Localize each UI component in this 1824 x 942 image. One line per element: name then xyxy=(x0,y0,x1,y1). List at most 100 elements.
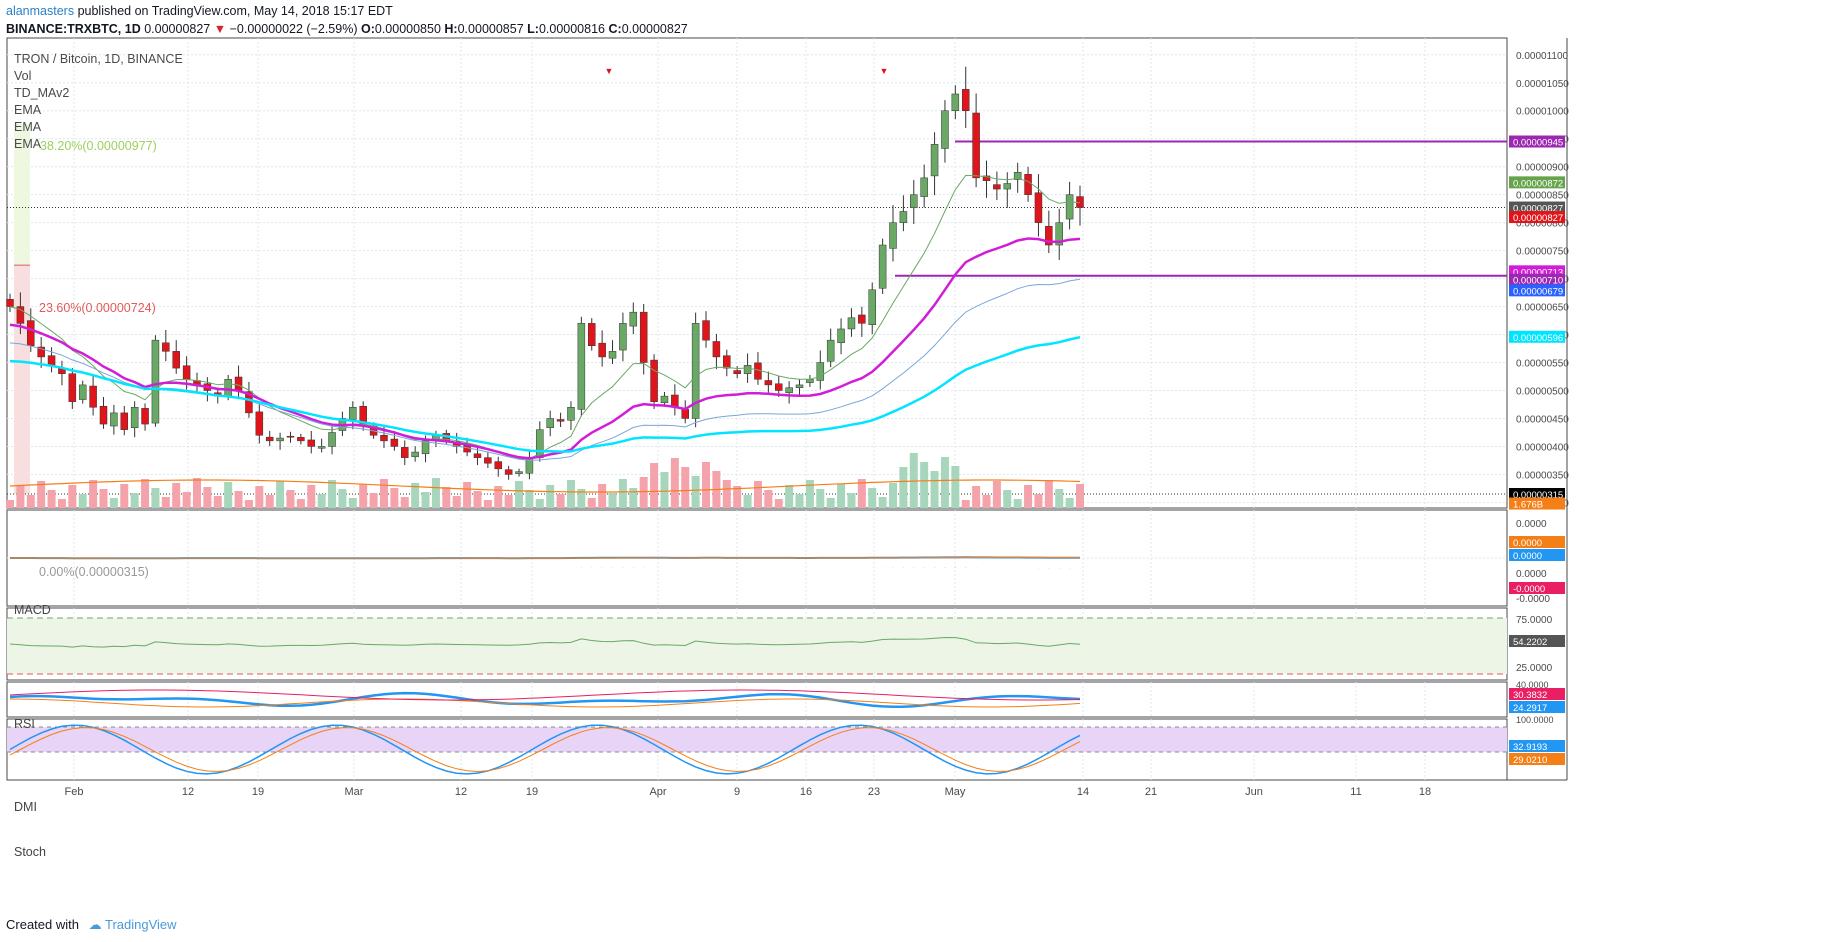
legend-ema-1[interactable]: EMA xyxy=(14,103,42,117)
candle-body xyxy=(504,469,513,475)
volume-bar xyxy=(577,489,586,508)
candle-body xyxy=(78,384,87,400)
macd-axis-label: 0.0000 xyxy=(1516,519,1547,530)
volume-bar xyxy=(47,490,56,508)
candle-body xyxy=(307,439,316,447)
macd-signal-line xyxy=(10,556,1081,559)
candle-body xyxy=(1076,196,1084,208)
candle-body xyxy=(99,405,108,425)
volume-bar xyxy=(1034,494,1043,508)
price-tag-7: 0.00000596 xyxy=(1513,333,1563,344)
candle-body xyxy=(182,365,191,380)
candle-body xyxy=(68,373,77,402)
volume-bar xyxy=(920,462,929,508)
volume-bar xyxy=(764,490,773,508)
candle-body xyxy=(421,440,430,455)
volume-bar xyxy=(317,494,326,508)
legend-ema-2[interactable]: EMA xyxy=(14,120,42,134)
fib-382-band xyxy=(14,123,30,266)
volume-bar xyxy=(618,479,627,508)
time-label: Mar xyxy=(345,786,364,798)
volume-bar xyxy=(37,481,46,508)
macd-tag-bg xyxy=(1509,582,1565,594)
dmi-axis-label: 40.0000 xyxy=(1516,680,1549,690)
price-tag-bg xyxy=(1509,488,1565,501)
tradingview-logo[interactable]: ☁ TradingView xyxy=(88,917,177,932)
low-label: L: xyxy=(527,22,539,36)
open-value: 0.00000850 xyxy=(374,22,441,36)
legend-vol[interactable]: Vol xyxy=(14,69,32,83)
candle-body xyxy=(151,339,160,424)
price-tag-0: 0.00000945 xyxy=(1513,138,1563,149)
candle-body xyxy=(1034,192,1043,223)
volume-bar xyxy=(899,467,908,508)
candle-body xyxy=(6,299,14,307)
stoch-pane-title: Stoch xyxy=(14,845,46,859)
price-tag-bg xyxy=(1509,211,1565,224)
volume-bar xyxy=(379,479,388,508)
volume-bar xyxy=(515,481,524,508)
ema-long-line xyxy=(9,335,1081,453)
volume-bar xyxy=(328,480,337,508)
chart-legend: TRON / Bitcoin, 1D, BINANCE Vol TD_MAv2 … xyxy=(14,51,183,153)
candle-body xyxy=(774,383,783,391)
publish-line: alanmasters published on TradingView.com… xyxy=(6,4,393,19)
volume-bar xyxy=(203,487,212,508)
author-link[interactable]: alanmasters xyxy=(6,4,75,18)
candle-body xyxy=(390,438,399,447)
rsi-tag: 54.2202 xyxy=(1513,637,1547,648)
dmi-tag-bg xyxy=(1509,701,1565,713)
candle-body xyxy=(1003,183,1012,190)
volume-bar xyxy=(172,483,181,508)
volume-bar xyxy=(774,499,783,508)
legend-tdmav2[interactable]: TD_MAv2 xyxy=(14,86,70,100)
candle-body xyxy=(276,437,284,442)
volume-bar xyxy=(244,500,253,508)
volume-bar xyxy=(556,494,565,508)
volume-bar xyxy=(598,484,607,508)
volume-bar xyxy=(348,498,357,508)
macd-pane-title: MACD xyxy=(14,603,51,617)
volume-bar xyxy=(276,481,285,508)
high-label: H: xyxy=(444,22,458,36)
price-label: 0.00000750 xyxy=(1516,247,1569,258)
volume-bar xyxy=(629,488,638,508)
volume-bar xyxy=(6,500,14,508)
macd-axis-label: -0.0000 xyxy=(1516,594,1550,605)
candle-body xyxy=(899,211,908,223)
volume-bar xyxy=(141,479,150,508)
volume-bar xyxy=(733,486,742,508)
legend-ema-3[interactable]: EMA xyxy=(14,137,42,151)
price-label: 0.00000800 xyxy=(1516,219,1569,230)
price-tag-bg xyxy=(1509,201,1565,214)
volume-bar xyxy=(1055,489,1064,508)
volume-bar xyxy=(940,457,949,508)
volume-ma-line xyxy=(9,479,1081,493)
legend-title: TRON / Bitcoin, 1D, BINANCE xyxy=(14,52,183,66)
price-tag-6: 0.00000679 xyxy=(1513,286,1563,297)
signal-down-icon: ▼ xyxy=(880,66,889,76)
close-value: 0.00000827 xyxy=(621,22,688,36)
volume-bar xyxy=(224,482,233,508)
volume-bar xyxy=(785,485,794,508)
candle-body xyxy=(806,379,814,383)
candle-body xyxy=(16,306,25,324)
price-label: 0.00000850 xyxy=(1516,191,1569,202)
open-label: O: xyxy=(360,22,375,36)
volume-bar xyxy=(504,495,513,508)
created-with-text: Created with xyxy=(6,917,79,932)
time-label: 23 xyxy=(868,786,880,798)
fib-000-label: 0.00%(0.00000315) xyxy=(39,565,149,579)
dmi-pane-frame xyxy=(6,681,1508,718)
ema-mid-line xyxy=(9,237,1081,460)
candle-body xyxy=(1024,174,1032,195)
volume-bar xyxy=(452,496,461,508)
candle-body xyxy=(764,380,773,386)
price-label: 0.00001000 xyxy=(1516,107,1569,118)
candle-body xyxy=(556,419,565,422)
candle-body xyxy=(130,407,139,428)
time-label: 19 xyxy=(252,786,264,798)
price-label: 0.00000650 xyxy=(1516,303,1569,314)
volume-bar xyxy=(525,490,534,508)
